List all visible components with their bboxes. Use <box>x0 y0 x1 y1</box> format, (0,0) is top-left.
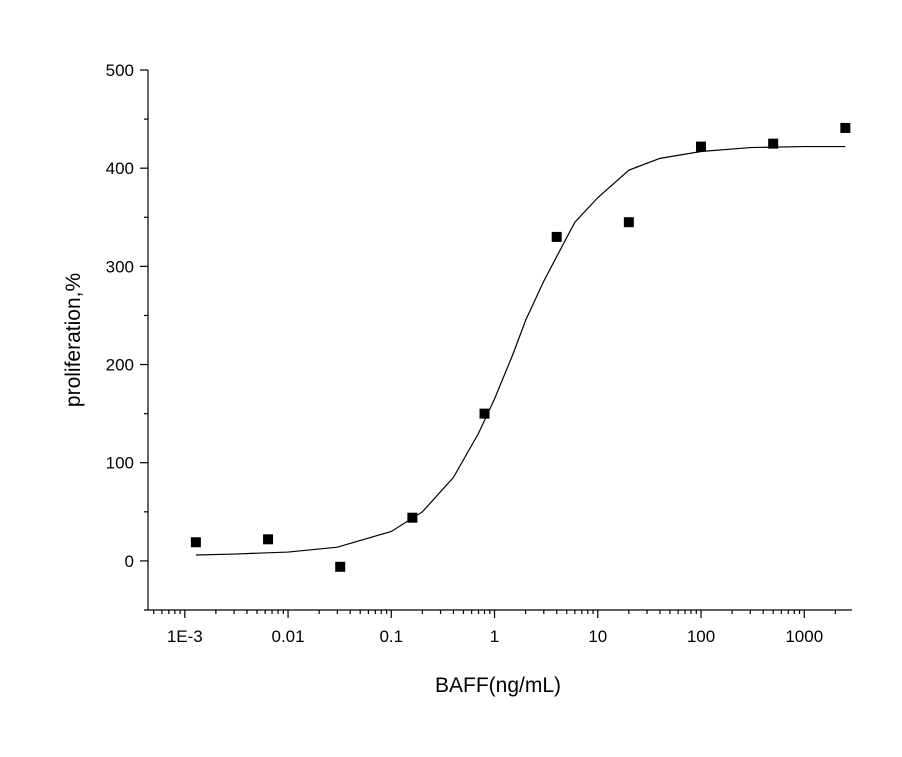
x-tick-label: 1000 <box>785 627 823 646</box>
x-tick-label: 1E-3 <box>167 627 203 646</box>
x-tick-label: 0.01 <box>272 627 305 646</box>
x-tick-label: 100 <box>687 627 715 646</box>
data-point <box>768 138 779 149</box>
y-tick-label: 200 <box>106 356 134 375</box>
data-point <box>335 561 346 572</box>
y-tick-label: 0 <box>125 552 134 571</box>
fit-curve <box>195 145 846 556</box>
x-tick-label: 0.1 <box>379 627 403 646</box>
y-tick-label: 400 <box>106 159 134 178</box>
y-tick-label: 100 <box>106 454 134 473</box>
x-tick-label: 1 <box>490 627 499 646</box>
data-point <box>840 122 851 133</box>
x-tick-label: 10 <box>588 627 607 646</box>
y-tick-label: 500 <box>106 61 134 80</box>
data-point <box>551 231 562 242</box>
x-axis-label: BAFF(ng/mL) <box>435 674 561 697</box>
data-point <box>190 537 201 548</box>
y-tick-label: 300 <box>106 257 134 276</box>
y-axis-label: proliferation,% <box>62 273 85 407</box>
data-point <box>263 534 274 545</box>
data-point <box>479 408 490 419</box>
data-point <box>623 217 634 228</box>
data-point <box>696 141 707 152</box>
